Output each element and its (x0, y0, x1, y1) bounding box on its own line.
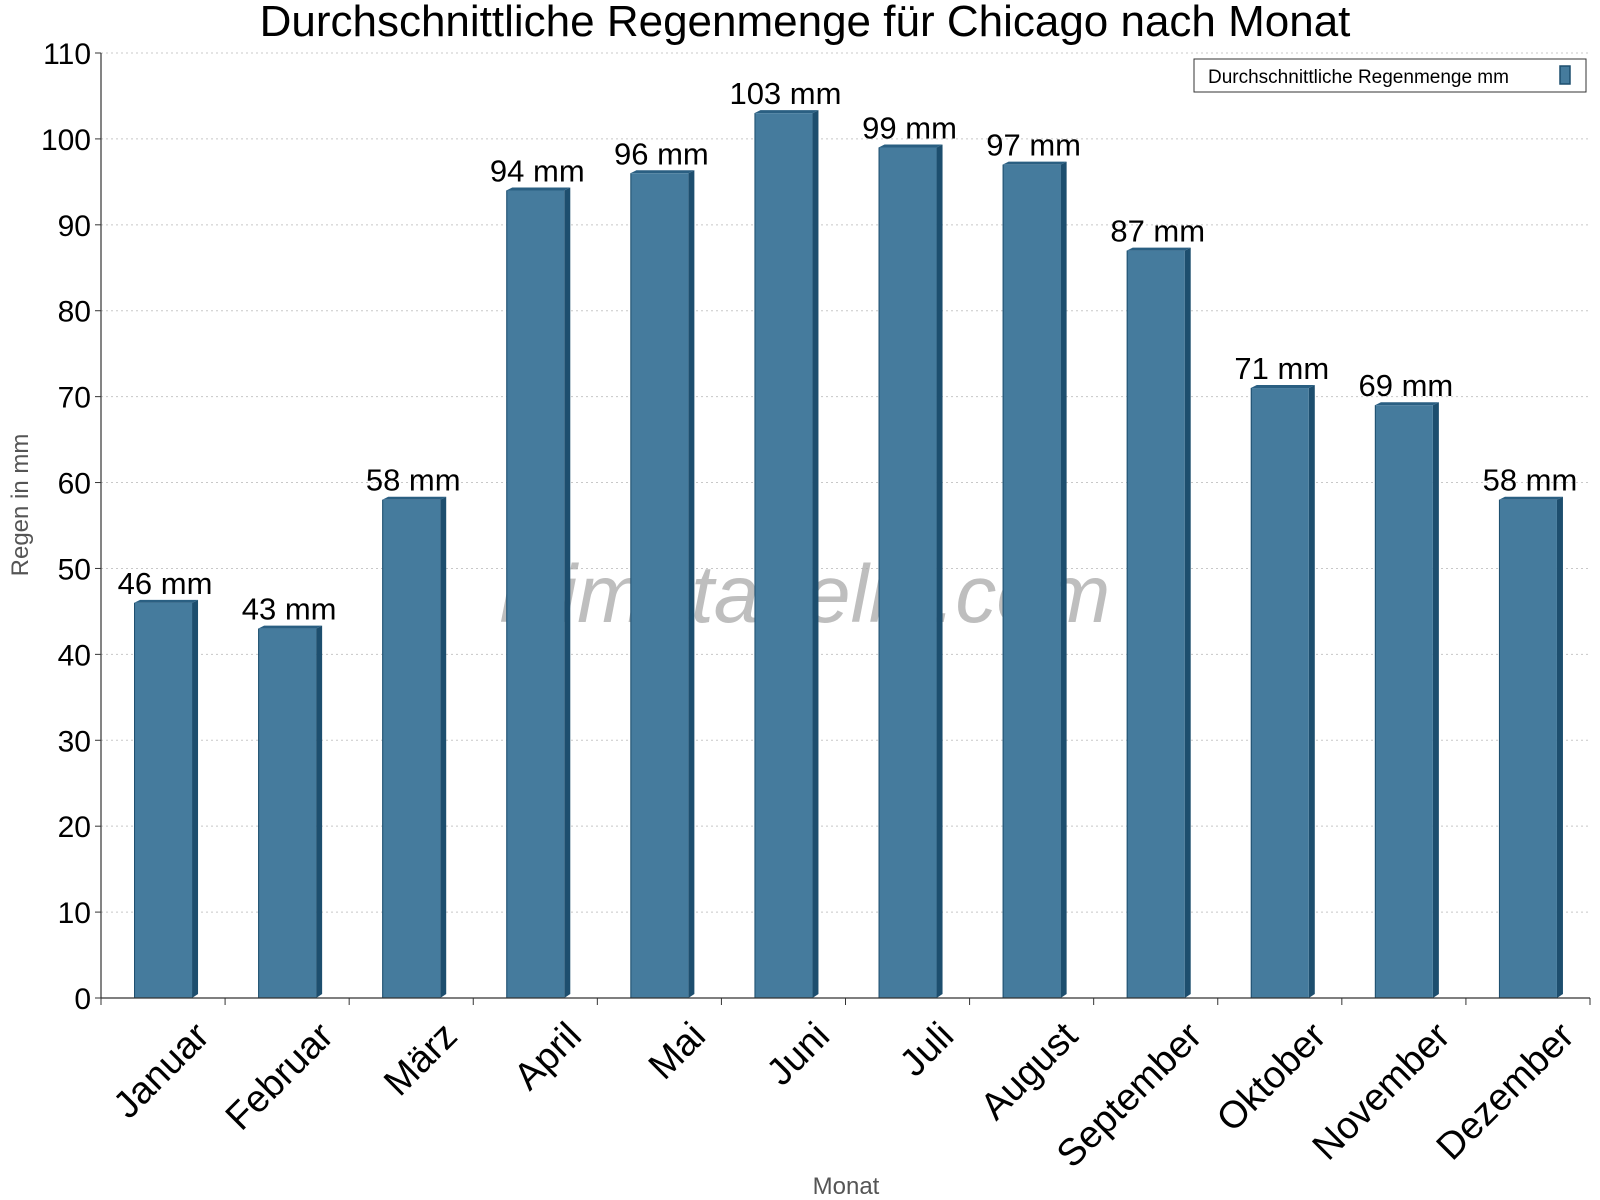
x-tick-label: Mai (641, 1015, 714, 1088)
bar-front (1126, 250, 1185, 998)
x-tick-label: März (376, 1015, 465, 1104)
bar-side (936, 144, 943, 998)
bar-series (134, 110, 1563, 999)
bar-side (564, 187, 571, 999)
bar-side (440, 496, 447, 998)
data-label: 94 mm (490, 153, 585, 188)
bar-front (630, 173, 689, 999)
chart-axes (95, 52, 1591, 1005)
bar-front (1250, 388, 1309, 999)
x-tick-label: Juni (759, 1015, 838, 1094)
bar-side (316, 625, 323, 998)
bar-front (878, 147, 937, 998)
bar-side (1184, 247, 1191, 998)
bar (754, 110, 819, 999)
bar-top (1002, 161, 1067, 165)
legend-label: Durchschnittliche Regenmenge mm (1208, 67, 1509, 88)
bar-front (506, 190, 565, 999)
bar-side (688, 170, 695, 999)
x-tick-label: April (506, 1015, 589, 1098)
data-label: 71 mm (1234, 351, 1329, 386)
bar-front (134, 602, 193, 998)
bar (1126, 247, 1191, 998)
x-tick-label: Januar (106, 1015, 218, 1127)
y-tick-label: 80 (58, 296, 91, 329)
y-tick-label: 30 (58, 725, 91, 758)
bar-front (1002, 164, 1061, 998)
data-label: 96 mm (614, 136, 709, 171)
bar-front (1374, 405, 1433, 998)
bar-top (382, 496, 447, 500)
bar-top (506, 187, 571, 191)
bar-side (192, 599, 199, 998)
bar (1498, 496, 1563, 998)
bar-top (630, 170, 695, 174)
data-labels: 46 mm 43 mm 58 mm 94 mm 96 mm 103 mm 99 mm 97 m… (118, 76, 1578, 626)
bar (630, 170, 695, 999)
bar-side (1556, 496, 1563, 998)
bar-front (258, 628, 317, 998)
y-axis-title: Regen in mm (7, 434, 34, 577)
y-tick-label: 60 (58, 468, 91, 501)
y-tick-label: 10 (58, 897, 91, 930)
bar-side (1432, 402, 1439, 998)
y-tick-label: 100 (41, 124, 91, 157)
x-tick-label: Oktober (1209, 1015, 1335, 1141)
bar-top (1126, 247, 1191, 251)
y-tick-label: 0 (74, 983, 91, 1016)
y-tick-label: 20 (58, 811, 91, 844)
x-tick-label: Februar (218, 1015, 342, 1139)
y-tick-label: 110 (43, 38, 91, 71)
bar-side (812, 110, 819, 999)
data-label: 97 mm (986, 128, 1081, 163)
bar (1002, 161, 1067, 998)
bar (258, 625, 323, 998)
data-label: 46 mm (118, 566, 213, 601)
bar (1374, 402, 1439, 998)
y-tick-label: 70 (58, 382, 91, 415)
bar-top (1250, 385, 1315, 389)
data-label: 58 mm (366, 463, 461, 498)
bar (134, 599, 199, 998)
bar-side (1060, 161, 1067, 998)
data-label: 103 mm (729, 76, 841, 111)
bar-top (878, 144, 943, 148)
y-tick-label: 40 (58, 639, 91, 672)
grid-lines (101, 52, 1590, 913)
data-label: 58 mm (1483, 463, 1578, 498)
data-label: 43 mm (242, 592, 337, 627)
x-tick-label: Juli (892, 1015, 962, 1085)
data-label: 87 mm (1110, 214, 1205, 249)
bar (506, 187, 571, 999)
chart-legend: Durchschnittliche Regenmenge mm (1193, 58, 1587, 93)
bar-top (754, 110, 819, 114)
chart-title: Durchschnittliche Regenmenge für Chicago… (260, 0, 1351, 46)
bar (878, 144, 943, 998)
bar-top (1498, 496, 1563, 500)
bar-top (134, 599, 199, 603)
y-tick-label: 90 (58, 210, 91, 243)
bar-front (382, 499, 441, 998)
bar-front (1498, 499, 1557, 998)
data-label: 69 mm (1359, 368, 1454, 403)
bar (1250, 385, 1315, 999)
bar-front (754, 113, 813, 999)
legend-swatch (1559, 65, 1571, 85)
bar-top (258, 625, 323, 629)
bar-top (1374, 402, 1439, 406)
bar-side (1308, 385, 1315, 999)
legend-box (1193, 58, 1587, 93)
x-axis-title: Monat (813, 1173, 880, 1200)
data-label: 99 mm (862, 111, 957, 146)
x-tick-label: August (973, 1015, 1087, 1129)
y-tick-label: 50 (58, 553, 91, 586)
x-tick-label: Dezember (1429, 1015, 1583, 1169)
bar (382, 496, 447, 998)
